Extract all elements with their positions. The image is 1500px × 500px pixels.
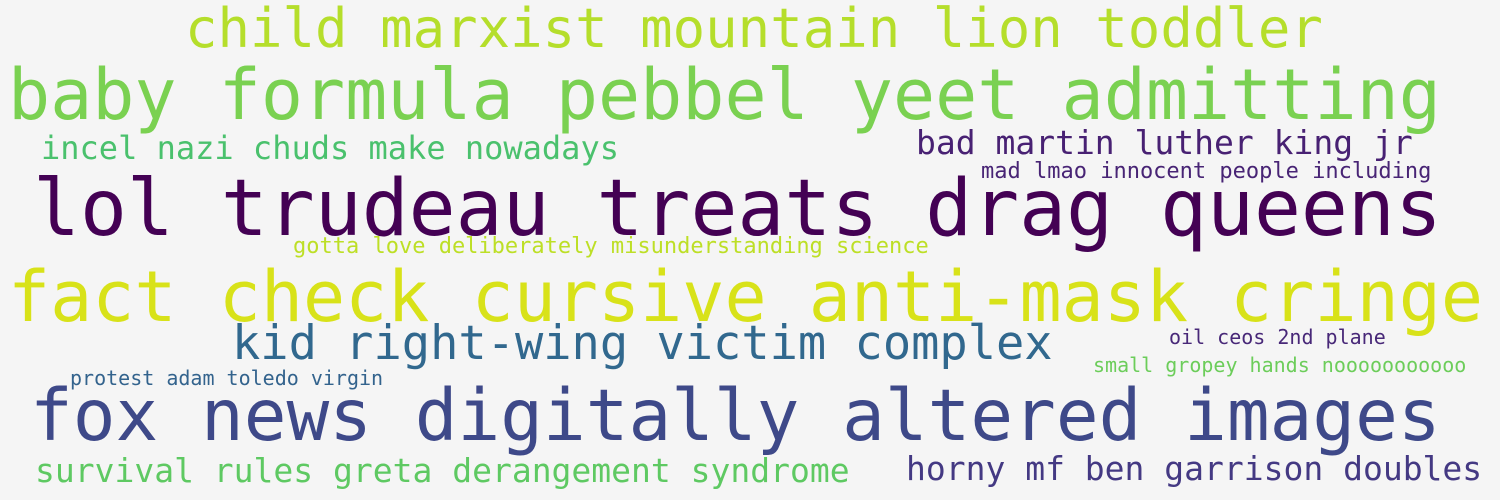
phrase-kid-right-wing: kid right-wing victim complex — [232, 316, 1053, 371]
phrase-oil-ceos: oil ceos 2nd plane — [1169, 325, 1386, 349]
phrase-horny-mf: horny mf ben garrison doubles — [906, 449, 1483, 488]
phrase-small-gropey: small gropey hands nooooooooooo — [1093, 353, 1467, 377]
phrase-baby-formula: baby formula pebbel yeet admitting — [8, 54, 1441, 136]
phrase-mad-lmao: mad lmao innocent people including — [981, 159, 1432, 184]
phrase-bad-martin: bad martin luther king jr — [916, 123, 1413, 162]
phrase-fact-check: fact check cursive anti-mask cringe — [8, 256, 1484, 338]
phrase-survival-rules: survival rules greta derangement syndrom… — [35, 451, 850, 490]
phrase-lol-trudeau: lol trudeau treats drag queens — [33, 164, 1442, 254]
phrase-fox-news: fox news digitally altered images — [30, 374, 1441, 457]
phrase-protest-adam: protest adam toledo virgin — [70, 366, 384, 390]
phrase-incel-nazi: incel nazi chuds make nowadays — [41, 129, 619, 167]
phrase-gotta-love: gotta love deliberately misunderstanding… — [293, 234, 929, 259]
phrase-child-marxist: child marxist mountain lion toddler — [185, 0, 1323, 60]
